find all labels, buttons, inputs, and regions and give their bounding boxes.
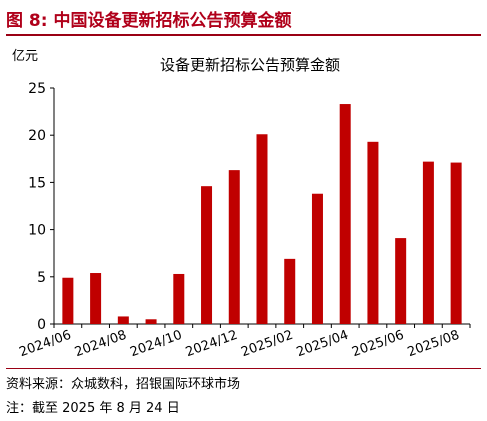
bar [395,238,407,324]
y-axis-unit-label: 亿元 [12,49,38,64]
y-tick-label: 25 [28,81,46,97]
y-tick-label: 15 [28,175,46,191]
bar [145,319,157,324]
bar [422,161,434,324]
bar [201,186,213,324]
figure-title: 图 8: 中国设备更新招标公告预算金额 [6,11,292,31]
bar [311,193,323,324]
x-tick-label: 2024/08 [73,328,129,361]
x-tick-label: 2025/02 [239,328,295,361]
y-tick-label: 20 [28,128,46,144]
bar [117,316,129,324]
bar [62,277,74,324]
chart-title: 设备更新招标公告预算金额 [160,56,340,74]
bar [339,104,351,324]
x-tick-label: 2024/10 [128,328,184,361]
bar [450,162,462,324]
y-tick-label: 0 [37,317,46,333]
date-note: 注：截至 2025 年 8 月 24 日 [6,401,180,416]
y-tick-label: 5 [37,270,46,286]
x-tick-label: 2024/12 [184,328,240,361]
bar [367,141,379,324]
bar [173,273,185,324]
x-tick-label: 2025/08 [406,328,462,361]
x-tick-label: 2025/06 [350,328,406,361]
footer-divider [6,368,481,369]
title-divider [6,34,481,36]
bar [256,134,268,324]
source-note: 资料来源：众城数科，招银国际环球市场 [6,377,241,392]
bar [228,170,240,324]
y-tick-label: 10 [28,223,46,239]
x-tick-label: 2025/04 [295,328,351,361]
bar [90,273,102,324]
bar [284,258,296,324]
